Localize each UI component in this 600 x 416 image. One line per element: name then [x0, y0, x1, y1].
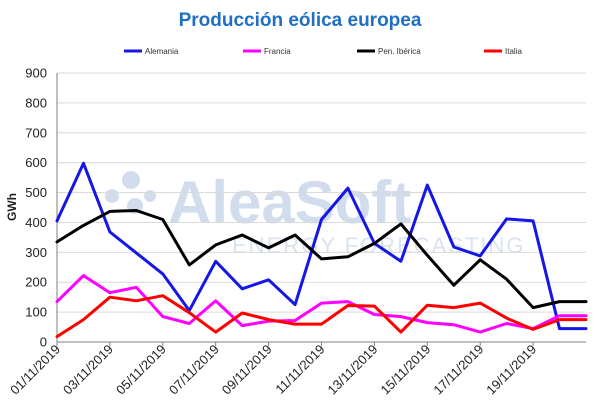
- x-tick-label: 15/11/2019: [377, 342, 433, 398]
- y-axis-label: GWh: [5, 193, 19, 221]
- y-tick-label: 500: [25, 185, 47, 200]
- y-tick-label: 700: [25, 125, 47, 140]
- x-tick-label: 13/11/2019: [325, 342, 381, 398]
- x-axis-ticks: 01/11/201903/11/201905/11/201907/11/2019…: [7, 342, 539, 398]
- x-tick-label: 19/11/2019: [483, 342, 539, 398]
- legend-label: Italia: [505, 47, 522, 56]
- x-tick-label: 07/11/2019: [166, 342, 222, 398]
- x-tick-label: 01/11/2019: [7, 342, 63, 398]
- chart-legend: Alemania Francia Pen. Ibérica Italia: [124, 47, 522, 56]
- legend-label: Alemania: [145, 47, 179, 56]
- x-tick-label: 11/11/2019: [272, 342, 327, 397]
- series-line-pen-ib-rica: [55, 209, 588, 310]
- y-tick-label: 0: [40, 335, 47, 350]
- legend-label: Pen. Ibérica: [378, 47, 421, 56]
- series-line-alemania: [55, 161, 588, 331]
- chart-title: Producción eólica europea: [179, 10, 422, 31]
- y-tick-label: 400: [25, 215, 47, 230]
- chart-grid: [56, 72, 586, 343]
- y-tick-label: 100: [25, 305, 47, 320]
- chart-series: [55, 161, 588, 339]
- watermark-brand: AleaSoft: [168, 169, 411, 236]
- y-tick-label: 600: [25, 155, 47, 170]
- series-line-francia: [55, 274, 588, 334]
- series-line-italia: [55, 294, 588, 339]
- x-tick-label: 09/11/2019: [219, 342, 275, 398]
- y-tick-label: 900: [25, 66, 47, 81]
- x-tick-label: 03/11/2019: [60, 342, 116, 398]
- y-tick-label: 800: [25, 95, 47, 110]
- x-tick-label: 05/11/2019: [113, 342, 169, 398]
- y-axis-ticks: 0 100 200 300 400 500 600 700 800 900: [25, 66, 47, 350]
- y-tick-label: 300: [25, 245, 47, 260]
- legend-label: Francia: [264, 47, 291, 56]
- y-tick-label: 200: [25, 275, 47, 290]
- x-tick-label: 17/11/2019: [430, 342, 486, 398]
